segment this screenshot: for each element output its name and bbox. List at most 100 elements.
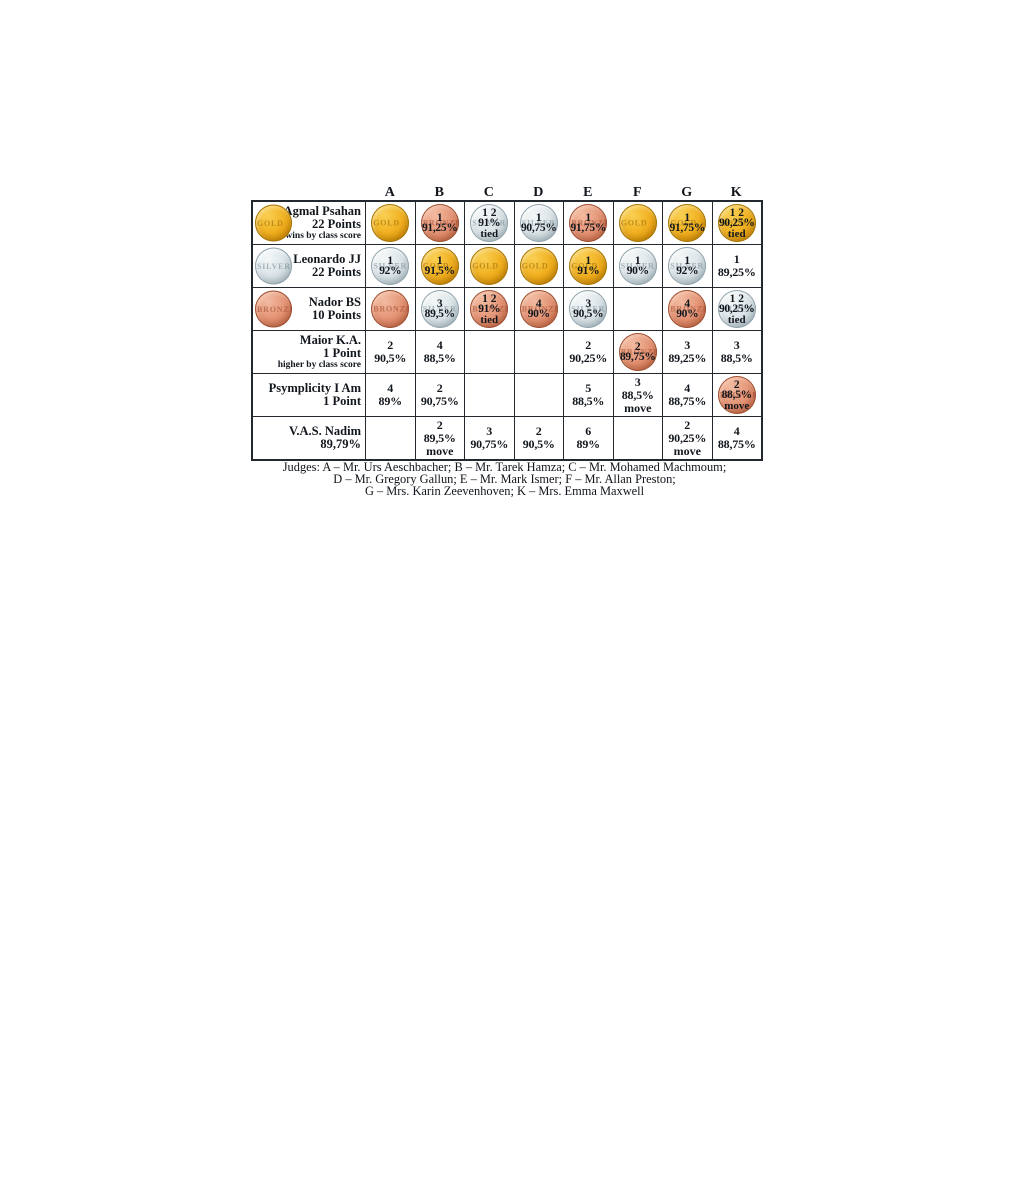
score-value: 89,25% xyxy=(668,351,707,365)
medal-emboss-label: BRONZE xyxy=(373,304,410,314)
medal-emboss-label: BRONZE xyxy=(472,304,509,314)
silver-medal-icon: SILVER 1 92% xyxy=(371,247,410,285)
judge-column-header-E: E xyxy=(583,185,593,200)
score-cell-F-row2: SILVER 1 90% xyxy=(612,245,663,287)
gold-medal-icon: GOLD xyxy=(618,204,657,242)
score-cell-D-row2: GOLD xyxy=(513,245,564,287)
medal-emboss-label: SILVER xyxy=(521,218,556,228)
score-cell-B-row4: 4 88,5% xyxy=(414,331,465,373)
medal-emboss-label: GOLD xyxy=(472,261,500,271)
score-value: 90,25% xyxy=(718,302,755,315)
medal-emboss-label: SILVER xyxy=(670,261,705,271)
flag-note: tied xyxy=(480,227,499,240)
score-cell-B-row3: SILVER 3 89,5% xyxy=(414,288,465,330)
score-cell-E-row4: 2 90,25% xyxy=(563,331,613,373)
score-value: 91% xyxy=(577,264,600,277)
gold-medal-icon: GOLD 1 91,5% xyxy=(420,247,459,285)
score-text: 1 89,25% xyxy=(718,253,756,279)
medal-emboss-label: SILVER xyxy=(472,218,507,228)
rank-value: 1 xyxy=(387,254,394,267)
score-value: 89,75% xyxy=(619,350,656,363)
score-cell-E-row2: GOLD 1 91% xyxy=(563,245,613,287)
score-value: 92% xyxy=(676,264,699,277)
medal-emboss-label: BRONZE xyxy=(257,304,292,314)
score-cell-B-row5: 2 90,75% xyxy=(414,374,465,416)
medal-score-overlay: 1 2 91% tied xyxy=(470,290,508,328)
score-value: 88,5% xyxy=(621,387,654,402)
flag-note: tied xyxy=(480,313,499,326)
medal-score-overlay: 1 92% xyxy=(668,247,706,285)
rank-value: 2 xyxy=(634,340,641,353)
judge-column-header-A: A xyxy=(384,185,395,200)
rank-value: 1 xyxy=(436,211,443,224)
medal-emboss-label: SILVER xyxy=(571,304,606,314)
competitor-row: SILVER Leonardo JJ 22 Points SILVER 1 92% GOLD… xyxy=(253,244,761,287)
judges-legend-line-1: Judges: A – Mr. Urs Aeschbacher; B – Mr.… xyxy=(282,460,727,474)
score-text: 2 90,25% xyxy=(569,339,607,365)
score-cell-G-row6: 2 90,25% move xyxy=(662,417,712,459)
competitor-cell: GOLD Agmal Psahan 22 Points wins by class s… xyxy=(253,202,365,244)
rank-value: 1 xyxy=(535,211,542,224)
score-value: 90,5% xyxy=(522,437,555,451)
score-cell-B-row2: GOLD 1 91,5% xyxy=(414,245,465,287)
medal-score-overlay: 1 2 91% tied xyxy=(470,204,508,242)
medal-emboss-label: BRONZE xyxy=(521,304,558,314)
gold-medal-icon: GOLD xyxy=(371,204,410,242)
bronze-medal-icon: BRONZE 2 88,5% move xyxy=(717,376,756,414)
score-cell-C-row6: 3 90,75% xyxy=(464,417,514,459)
competitor-note: wins by class score xyxy=(285,230,361,241)
score-cell-G-row5: 4 88,75% xyxy=(662,374,712,416)
score-cell-A-row1: GOLD xyxy=(365,202,415,244)
bronze-medal-icon: BRONZE 4 90% xyxy=(668,290,707,328)
medal-emboss-label: SILVER xyxy=(719,304,754,314)
bronze-medal-icon: BRONZE xyxy=(255,290,292,328)
medal-emboss-label: GOLD xyxy=(422,261,450,271)
competitor-info: Maior K.A. 1 Point higher by class score xyxy=(278,333,361,371)
medal-score-overlay: 4 90% xyxy=(520,290,558,328)
score-value: 89,5% xyxy=(423,430,456,445)
score-value: 90,75% xyxy=(520,221,557,234)
medal-emboss-label: GOLD xyxy=(257,218,284,228)
score-text: 4 88,5% xyxy=(424,339,456,365)
score-cell-C-row5 xyxy=(464,374,514,416)
medal-emboss-label: GOLD xyxy=(373,218,401,228)
competitor-info: Agmal Psahan 22 Points wins by class score xyxy=(284,204,361,242)
score-text: 3 88,5% move xyxy=(621,375,654,415)
score-cell-F-row5: 3 88,5% move xyxy=(612,374,663,416)
silver-medal-icon: SILVER 1 2 90,25% tied xyxy=(717,290,756,328)
score-text: 4 89% xyxy=(379,382,403,408)
score-text: 6 89% xyxy=(577,425,601,451)
gold-medal-icon: GOLD 1 2 90,25% tied xyxy=(717,204,756,242)
medal-score-overlay: 1 92% xyxy=(371,247,409,285)
score-value: 91,25% xyxy=(421,221,458,234)
score-value: 88,75% xyxy=(668,394,707,408)
score-value: 90% xyxy=(626,264,649,277)
judges-legend-line-2: D – Mr. Gregory Gallun; E – Mr. Mark Ism… xyxy=(333,471,676,486)
score-cell-E-row6: 6 89% xyxy=(563,417,613,459)
score-value: 90% xyxy=(676,307,699,320)
score-text: 4 88,75% xyxy=(718,425,756,451)
bronze-medal-icon: BRONZE 2 89,75% xyxy=(618,333,657,371)
score-value: 90,5% xyxy=(374,351,407,365)
rank-value: 1 2 xyxy=(482,206,497,219)
score-value: 88,5% xyxy=(721,388,752,401)
score-cell-F-row4: BRONZE 2 89,75% xyxy=(612,331,663,373)
competitor-name: Leonardo JJ xyxy=(293,252,361,266)
score-cell-D-row1: SILVER 1 90,75% xyxy=(513,202,564,244)
competitor-row: GOLD Agmal Psahan 22 Points wins by class s… xyxy=(253,202,761,244)
flag-note: move xyxy=(624,400,652,415)
score-value: 89,25% xyxy=(717,265,756,279)
medal-emboss-label: SILVER xyxy=(257,261,291,271)
medal-emboss-label: GOLD xyxy=(521,261,549,271)
rank-value: 3 xyxy=(684,338,691,352)
rank-value: 4 xyxy=(684,381,691,395)
score-cell-A-row3: BRONZE xyxy=(365,288,415,330)
flag-note: tied xyxy=(727,313,746,326)
competitor-points: 22 Points xyxy=(312,265,361,279)
score-text: 5 88,5% xyxy=(572,382,604,408)
competitor-cell: SILVER Leonardo JJ 22 Points xyxy=(253,245,365,287)
silver-medal-icon: SILVER 1 92% xyxy=(668,247,707,285)
medal-emboss-label: BRONZE xyxy=(670,304,707,314)
score-cell-D-row5 xyxy=(513,374,564,416)
